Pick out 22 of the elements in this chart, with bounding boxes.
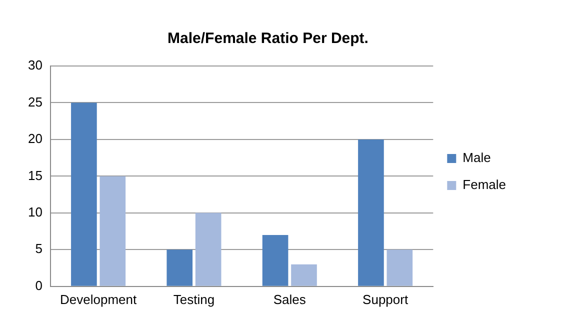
bar (166, 250, 193, 286)
bar (100, 176, 126, 286)
bar (195, 212, 222, 286)
y-tick-label: 30 (28, 58, 42, 73)
y-tick-label: 5 (35, 241, 42, 256)
y-tick-label: 15 (28, 168, 42, 183)
y-tick-label: 10 (28, 204, 42, 220)
bar (291, 264, 317, 286)
x-tick-label: Support (362, 292, 408, 307)
x-tick-label: Testing (173, 292, 215, 307)
y-tick-label: 25 (28, 94, 42, 110)
y-tick-label: 20 (28, 131, 42, 146)
bar (386, 250, 413, 286)
bar (71, 102, 97, 286)
x-tick-label: Development (60, 292, 137, 307)
legend-label: Male (462, 150, 491, 166)
legend-label: Female (462, 177, 506, 192)
y-tick-label: 0 (35, 278, 42, 293)
chart-title: Male/Female Ratio Per Dept. (168, 30, 368, 48)
bar (358, 139, 384, 286)
x-tick-label: Sales (273, 292, 306, 307)
bar (262, 234, 288, 286)
